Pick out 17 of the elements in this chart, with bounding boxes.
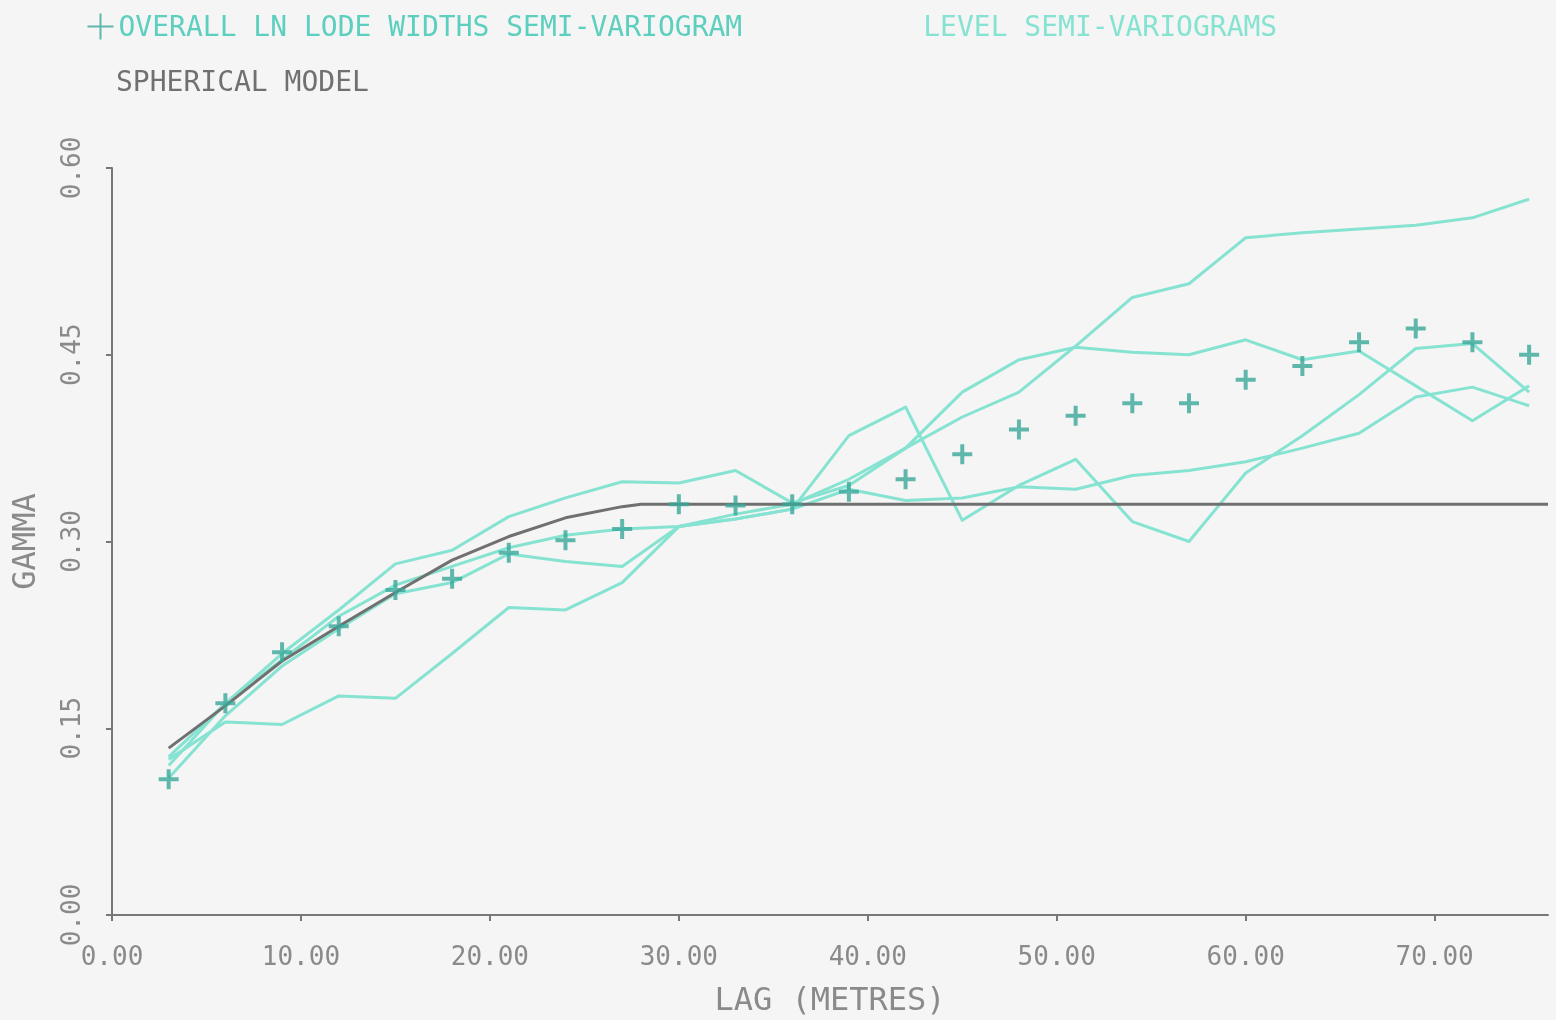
- x-tick-label: 50.00: [1017, 941, 1096, 971]
- y-axis-title: GAMMA: [5, 493, 43, 590]
- y-tick-label: 0.60: [56, 136, 86, 200]
- text: LEVEL SEMI-VARIOGRAMS: [923, 10, 1278, 43]
- x-tick-label: 20.00: [450, 941, 530, 971]
- x-tick-label: 70.00: [1395, 941, 1474, 971]
- x-tick-label: 30.00: [639, 941, 718, 971]
- legend-label: OVERALL LN LODE WIDTHS SEMI-VARIOGRAM: [118, 10, 743, 43]
- x-tick-label: 0.00: [80, 941, 144, 971]
- x-tick-label: 40.00: [828, 941, 907, 971]
- y-tick-label: 0.45: [56, 323, 86, 387]
- y-tick-label: 0.15: [56, 696, 86, 760]
- x-tick-label: 10.00: [261, 941, 341, 971]
- x-tick-label: 60.00: [1206, 941, 1285, 971]
- x-axis-title: LAG (METRES): [714, 980, 946, 1018]
- y-tick-label: 0.30: [56, 510, 86, 573]
- text: SPHERICAL MODEL: [116, 64, 369, 98]
